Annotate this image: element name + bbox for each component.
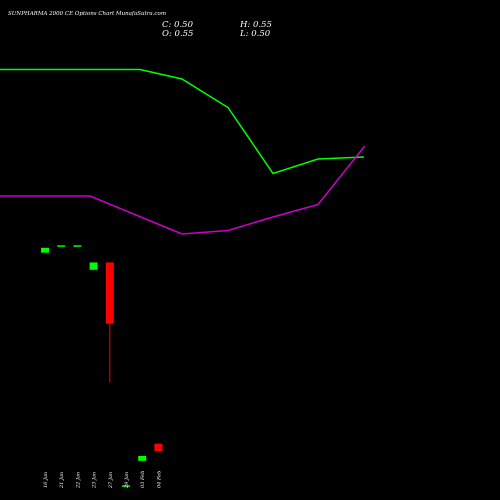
candles xyxy=(41,245,163,487)
date-tick-label: 27 Jan xyxy=(108,472,114,489)
high-value: H: 0.55 xyxy=(239,20,272,30)
date-tick-label: 23 Jan xyxy=(92,472,98,489)
candle-body xyxy=(57,245,66,247)
moving-average-line-1 xyxy=(0,68,365,175)
date-ticks: 16 Jan 21 Jan 22 Jan 23 Jan 27 Jan 29 Jan 03 F… xyxy=(43,471,162,489)
date-tick-label: 16 Jan xyxy=(43,472,49,488)
candle-03-feb xyxy=(138,455,147,461)
candle-29-jan xyxy=(122,485,130,487)
date-tick-label: 21 Jan xyxy=(59,472,65,489)
date-tick-label: 03 Feb xyxy=(140,471,146,488)
candle-body xyxy=(73,245,82,247)
candle-body xyxy=(89,262,98,270)
candle-22-jan xyxy=(73,245,82,247)
candle-body xyxy=(122,485,130,487)
candle-body xyxy=(138,455,147,461)
candle-body xyxy=(41,247,49,253)
moving-averages xyxy=(0,68,365,235)
open-value: O: 0.55 xyxy=(162,29,193,39)
candle-23-jan xyxy=(89,262,98,270)
candle-16-jan xyxy=(41,247,49,253)
date-tick-label: 04 Feb xyxy=(156,471,162,488)
low-value: L: 0.50 xyxy=(239,29,271,39)
candle-body xyxy=(105,262,114,324)
candle-27-jan xyxy=(105,262,114,383)
candle-body xyxy=(154,443,163,452)
chart-title: SUNPHARMA 2000 CE Options Chart MunafaSu… xyxy=(8,11,166,17)
candle-21-jan xyxy=(57,245,66,247)
candle-04-feb xyxy=(154,443,163,452)
date-tick-label: 22 Jan xyxy=(75,472,81,489)
date-tick-label: 29 Jan xyxy=(124,472,130,489)
moving-average-line-2 xyxy=(0,146,365,235)
close-value: C: 0.50 xyxy=(162,20,194,30)
